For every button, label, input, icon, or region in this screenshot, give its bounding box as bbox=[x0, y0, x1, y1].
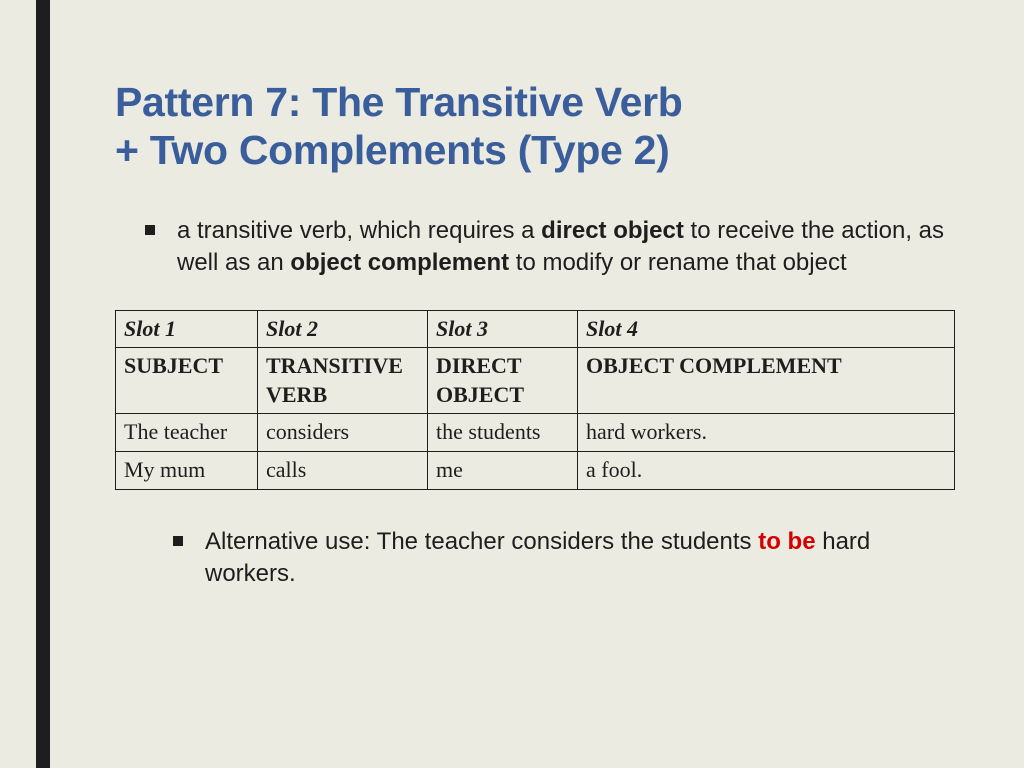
table-cell: TRANSITIVE VERB bbox=[258, 348, 428, 414]
table-cell: Slot 2 bbox=[258, 310, 428, 348]
table-row: SUBJECT TRANSITIVE VERB DIRECT OBJECT OB… bbox=[116, 348, 955, 414]
bullet1-bold1: direct object bbox=[541, 217, 684, 244]
bullet-2-text: Alternative use: The teacher considers t… bbox=[205, 526, 955, 591]
bullet-square-icon bbox=[145, 225, 155, 235]
table-cell: hard workers. bbox=[578, 414, 955, 452]
accent-bar bbox=[36, 0, 50, 768]
page-title: Pattern 7: The Transitive Verb + Two Com… bbox=[115, 78, 955, 175]
table-cell: calls bbox=[258, 451, 428, 489]
table-cell: Slot 4 bbox=[578, 310, 955, 348]
table-cell: Slot 3 bbox=[428, 310, 578, 348]
table-cell: DIRECT OBJECT bbox=[428, 348, 578, 414]
table-row: My mum calls me a fool. bbox=[116, 451, 955, 489]
grammar-table: Slot 1 Slot 2 Slot 3 Slot 4 SUBJECT TRAN… bbox=[115, 310, 955, 490]
bullet2-red: to be bbox=[758, 528, 815, 555]
table-cell: My mum bbox=[116, 451, 258, 489]
bullet-item-1: a transitive verb, which requires a dire… bbox=[115, 215, 955, 280]
table-cell: SUBJECT bbox=[116, 348, 258, 414]
bullet1-post: to modify or rename that object bbox=[509, 249, 847, 276]
table-cell: the students bbox=[428, 414, 578, 452]
bullet-square-icon bbox=[173, 536, 183, 546]
bullet-item-2: Alternative use: The teacher considers t… bbox=[115, 526, 955, 591]
bullet1-pre: a transitive verb, which requires a bbox=[177, 217, 541, 244]
table-row: The teacher considers the students hard … bbox=[116, 414, 955, 452]
title-line-2: + Two Complements (Type 2) bbox=[115, 127, 670, 173]
table-row: Slot 1 Slot 2 Slot 3 Slot 4 bbox=[116, 310, 955, 348]
table-cell: considers bbox=[258, 414, 428, 452]
table-cell: a fool. bbox=[578, 451, 955, 489]
table-cell: OBJECT COMPLEMENT bbox=[578, 348, 955, 414]
slide-content: Pattern 7: The Transitive Verb + Two Com… bbox=[115, 78, 955, 620]
table-cell: me bbox=[428, 451, 578, 489]
table-cell: Slot 1 bbox=[116, 310, 258, 348]
bullet-1-text: a transitive verb, which requires a dire… bbox=[177, 215, 955, 280]
bullet2-pre: Alternative use: The teacher considers t… bbox=[205, 528, 758, 555]
title-line-1: Pattern 7: The Transitive Verb bbox=[115, 79, 682, 125]
bullet1-bold2: object complement bbox=[290, 249, 509, 276]
table-cell: The teacher bbox=[116, 414, 258, 452]
